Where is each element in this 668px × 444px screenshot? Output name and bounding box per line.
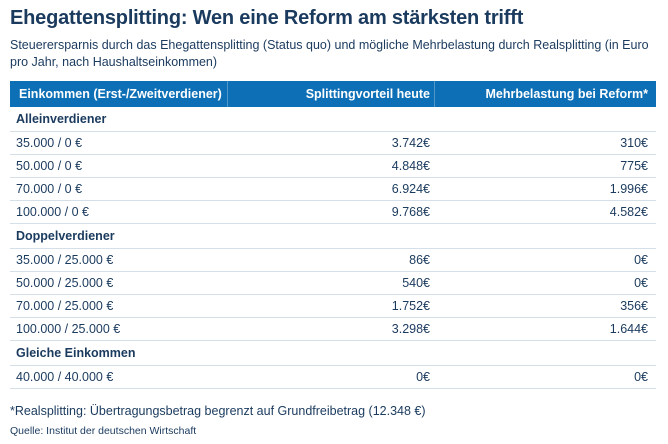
income-cell: 70.000 / 25.000 € [16, 299, 114, 313]
income-cell: 35.000 / 0 € [16, 136, 83, 150]
section-row-doppelverdiener: Doppelverdiener [10, 224, 656, 249]
splittingvorteil-cell: 4.848€ [391, 159, 430, 173]
income-cell: 40.000 / 40.000 € [16, 370, 114, 384]
section-row-alleinverdiener: Alleinverdiener [10, 107, 656, 132]
mehrbelastung-cell: 775€ [620, 159, 648, 173]
mehrbelastung-cell: 1.644€ [609, 322, 648, 336]
footnote: *Realsplitting: Übertragungsbetrag begre… [10, 404, 426, 418]
table-row: 70.000 / 25.000 € 1.752€ 356€ [10, 295, 656, 318]
page-subtitle: Steuerersparnis durch das Ehegattensplit… [10, 38, 649, 69]
column-header-einkommen: Einkommen (Erst-/Zweitverdiener) [19, 87, 222, 101]
mehrbelastung-cell: 356€ [620, 299, 648, 313]
splittingvorteil-cell: 0€ [416, 370, 430, 384]
income-cell: 100.000 / 25.000 € [16, 322, 121, 336]
splittingvorteil-cell: 6.924€ [391, 182, 430, 196]
splittingvorteil-cell: 3.742€ [391, 136, 430, 150]
mehrbelastung-cell: 0€ [634, 370, 648, 384]
splittingvorteil-cell: 1.752€ [391, 299, 430, 313]
mehrbelastung-cell: 4.582€ [609, 205, 648, 219]
income-cell: 50.000 / 0 € [16, 159, 83, 173]
column-header-mehrbelastung: Mehrbelastung bei Reform* [434, 81, 656, 107]
mehrbelastung-cell: 310€ [620, 136, 648, 150]
table-row: 70.000 / 0 € 6.924€ 1.996€ [10, 178, 656, 201]
splittingvorteil-cell: 540€ [402, 276, 430, 290]
income-cell: 35.000 / 25.000 € [16, 253, 114, 267]
splittingvorteil-cell: 86€ [409, 253, 430, 267]
table-row: 35.000 / 0 € 3.742€ 310€ [10, 132, 656, 155]
table-row: 50.000 / 25.000 € 540€ 0€ [10, 272, 656, 295]
table-row: 50.000 / 0 € 4.848€ 775€ [10, 155, 656, 178]
page-title: Ehegattensplitting: Wen eine Reform am s… [10, 7, 524, 29]
table-row: 35.000 / 25.000 € 86€ 0€ [10, 249, 656, 272]
mehrbelastung-cell: 1.996€ [609, 182, 648, 196]
section-row-gleiche-einkommen: Gleiche Einkommen [10, 341, 656, 366]
table-header-row: Einkommen (Erst-/Zweitverdiener) Splitti… [10, 81, 656, 107]
income-cell: 70.000 / 0 € [16, 182, 83, 196]
table-row: 100.000 / 25.000 € 3.298€ 1.644€ [10, 318, 656, 341]
splittingvorteil-cell: 9.768€ [391, 205, 430, 219]
column-header-splittingvorteil: Splittingvorteil heute [227, 81, 434, 107]
income-cell: 50.000 / 25.000 € [16, 276, 114, 290]
splitting-table: Einkommen (Erst-/Zweitverdiener) Splitti… [10, 81, 656, 389]
source-credit: Quelle: Institut der deutschen Wirtschaf… [10, 425, 197, 437]
table-row: 100.000 / 0 € 9.768€ 4.582€ [10, 201, 656, 224]
income-cell: 100.000 / 0 € [16, 205, 89, 219]
table-row: 40.000 / 40.000 € 0€ 0€ [10, 366, 656, 389]
splittingvorteil-cell: 3.298€ [391, 322, 430, 336]
mehrbelastung-cell: 0€ [634, 276, 648, 290]
mehrbelastung-cell: 0€ [634, 253, 648, 267]
